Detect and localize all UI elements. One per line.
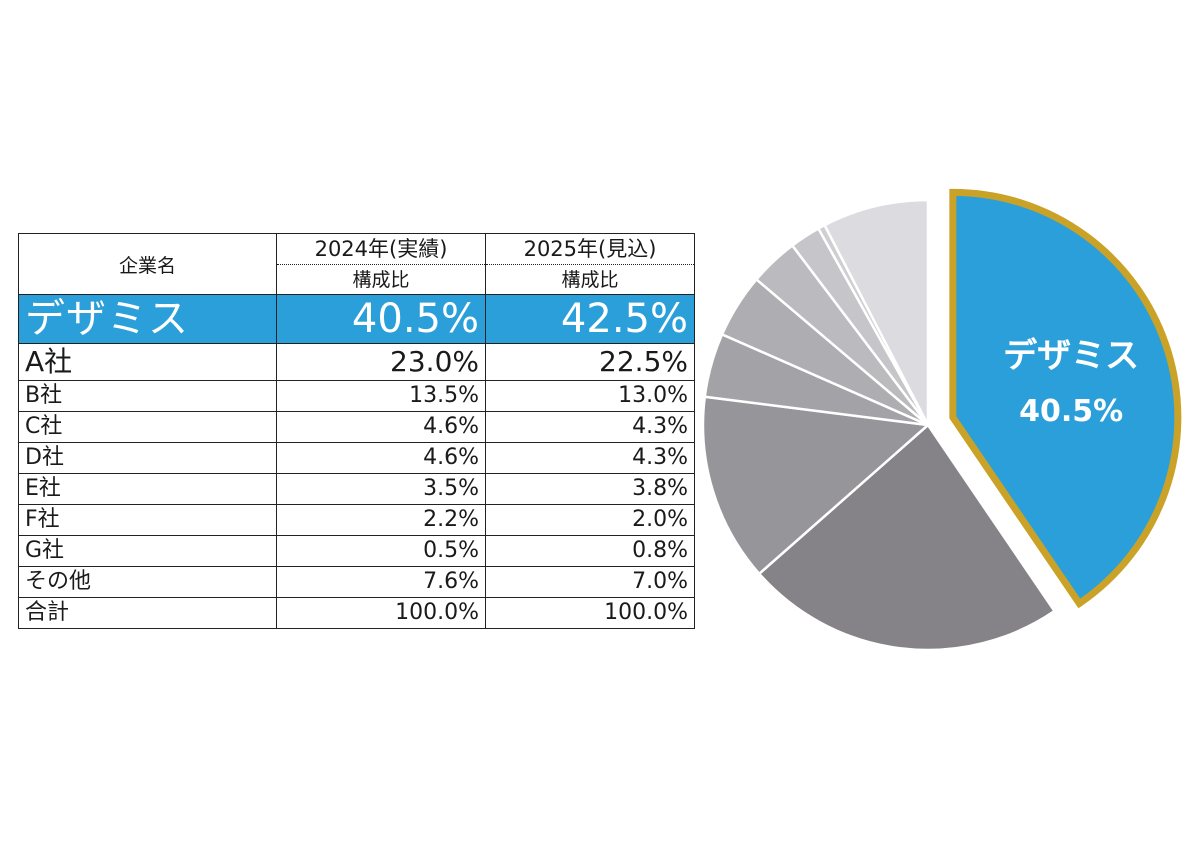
row-2024: 3.5% bbox=[276, 473, 486, 505]
header-2025-sub: 構成比 bbox=[485, 264, 695, 295]
row-2025: 4.3% bbox=[485, 411, 695, 443]
row-2025: 13.0% bbox=[485, 380, 695, 412]
row-name: E社 bbox=[18, 473, 277, 505]
row-2024: 7.6% bbox=[276, 566, 486, 598]
row-name: B社 bbox=[18, 380, 277, 412]
table-row-total: 合計 100.0% 100.0% bbox=[18, 597, 695, 629]
row-name: F社 bbox=[18, 504, 277, 536]
row-2024: 23.0% bbox=[276, 343, 486, 381]
pie-slice-desamis bbox=[949, 188, 1182, 609]
row-2025: 0.8% bbox=[485, 535, 695, 567]
total-2025: 100.0% bbox=[485, 597, 695, 629]
row-2024: 0.5% bbox=[276, 535, 486, 567]
header-2024-year: 2024年(実績) bbox=[276, 232, 486, 266]
row-name: C社 bbox=[18, 411, 277, 443]
table-row: その他 7.6% 7.0% bbox=[18, 566, 695, 598]
market-share-pie-chart: デザミス 40.5% bbox=[701, 188, 1182, 652]
header-company: 企業名 bbox=[18, 233, 277, 295]
pie-slice-company-1 bbox=[757, 423, 1057, 652]
total-name: 合計 bbox=[18, 597, 277, 629]
table-row: F社 2.2% 2.0% bbox=[18, 504, 695, 536]
pie-slice-company-8 bbox=[822, 198, 930, 426]
table-row: G社 0.5% 0.8% bbox=[18, 535, 695, 567]
table-row: C社 4.6% 4.3% bbox=[18, 411, 695, 443]
header-2025-year: 2025年(見込) bbox=[485, 232, 695, 266]
pie-label-value: 40.5% bbox=[1019, 394, 1123, 429]
row-2024: 2.2% bbox=[276, 504, 486, 536]
row-2024: 4.6% bbox=[276, 442, 486, 474]
table-row: E社 3.5% 3.8% bbox=[18, 473, 695, 505]
pie-slice-company-2 bbox=[701, 395, 931, 576]
row-name: G社 bbox=[18, 535, 277, 567]
row-name: その他 bbox=[18, 566, 277, 598]
row-2024: 13.5% bbox=[276, 380, 486, 412]
row-2025: 42.5% bbox=[485, 294, 695, 344]
table-row: B社 13.5% 13.0% bbox=[18, 380, 695, 412]
row-2025: 7.0% bbox=[485, 566, 695, 598]
table-row-desamis: デザミス 40.5% 42.5% bbox=[18, 294, 695, 344]
table-row: A社 23.0% 22.5% bbox=[18, 343, 695, 381]
row-2025: 2.0% bbox=[485, 504, 695, 536]
table-row: D社 4.6% 4.3% bbox=[18, 442, 695, 474]
row-2024: 40.5% bbox=[276, 294, 486, 344]
row-2024: 4.6% bbox=[276, 411, 486, 443]
row-name: A社 bbox=[18, 343, 277, 381]
header-2024-sub: 構成比 bbox=[276, 264, 486, 295]
row-2025: 22.5% bbox=[485, 343, 695, 381]
row-name: D社 bbox=[18, 442, 277, 474]
row-2025: 4.3% bbox=[485, 442, 695, 474]
pie-label-name: デザミス bbox=[1003, 336, 1139, 376]
row-2025: 3.8% bbox=[485, 473, 695, 505]
market-share-table: 企業名 2024年(実績) 2025年(見込) 構成比 構成比 デザミス 40.… bbox=[18, 232, 695, 629]
total-2024: 100.0% bbox=[276, 597, 486, 629]
row-name: デザミス bbox=[18, 294, 277, 344]
